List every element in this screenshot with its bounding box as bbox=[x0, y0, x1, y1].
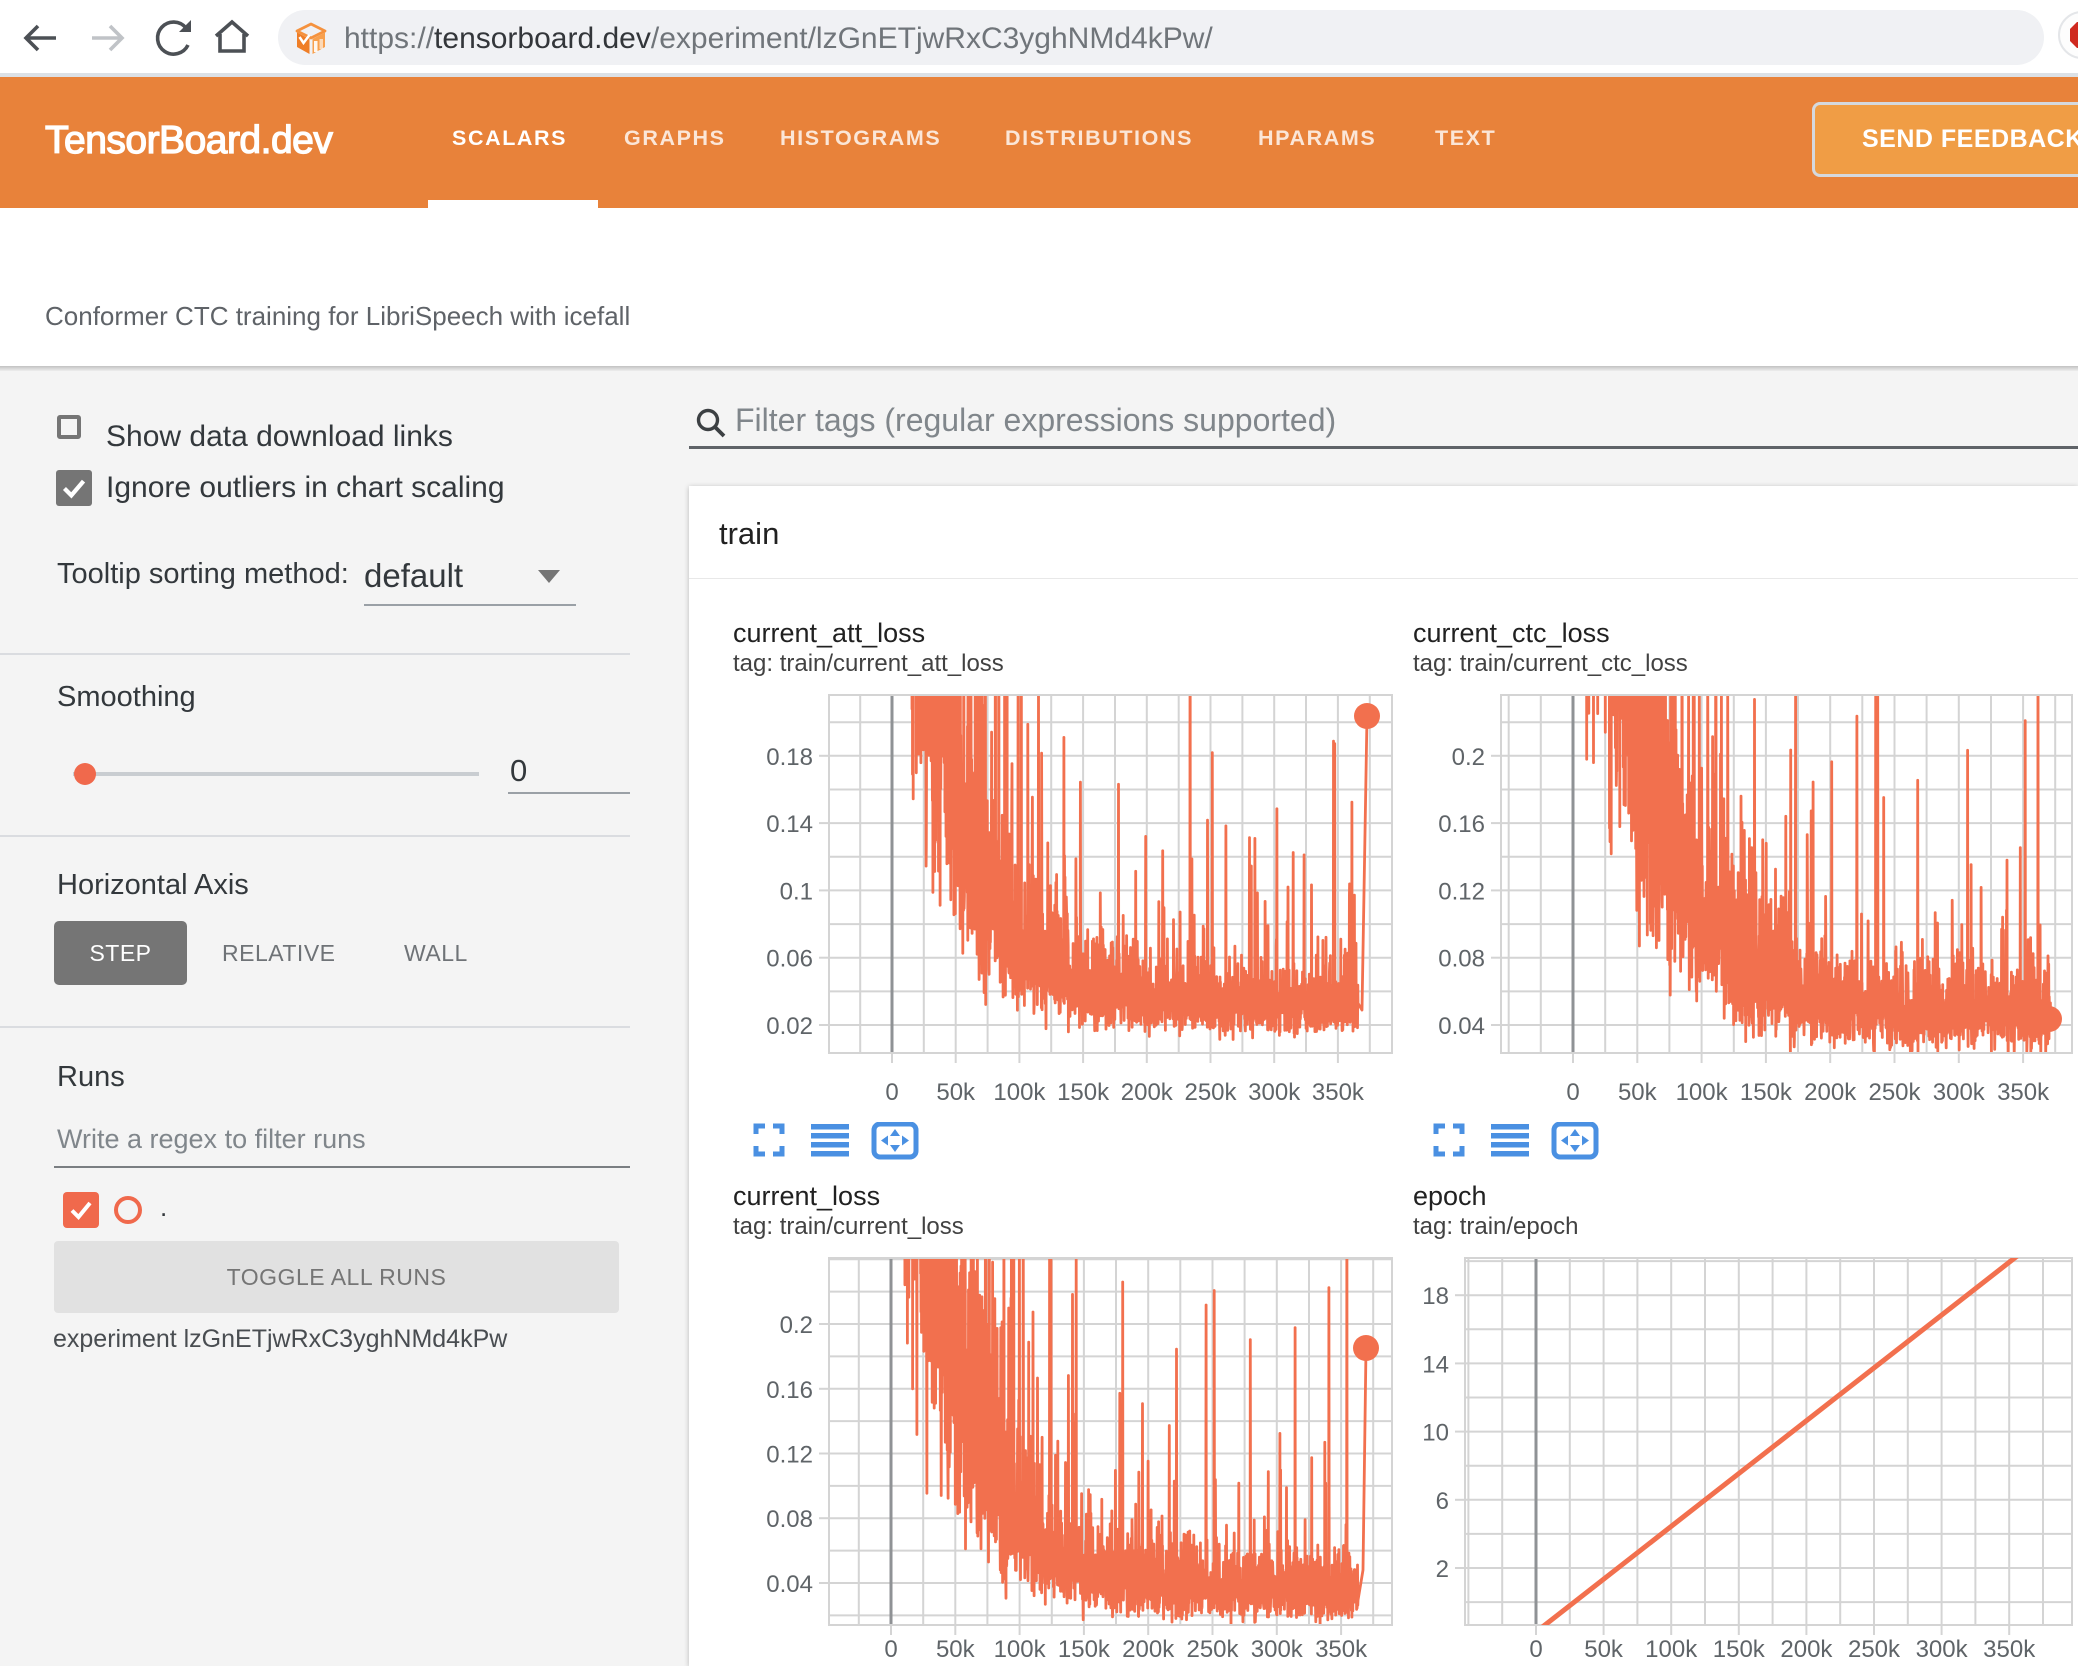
svg-text:200k: 200k bbox=[1121, 1079, 1174, 1106]
svg-text:300k: 300k bbox=[1916, 1636, 1969, 1663]
svg-text:0: 0 bbox=[1566, 1079, 1579, 1106]
svg-text:250k: 250k bbox=[1848, 1636, 1901, 1663]
svg-text:100k: 100k bbox=[994, 1636, 1047, 1663]
svg-text:0.1: 0.1 bbox=[780, 878, 813, 905]
svg-text:0.02: 0.02 bbox=[766, 1013, 813, 1040]
svg-text:0.04: 0.04 bbox=[766, 1571, 813, 1598]
svg-text:350k: 350k bbox=[1997, 1079, 2050, 1106]
svg-text:200k: 200k bbox=[1780, 1636, 1833, 1663]
svg-text:0.16: 0.16 bbox=[766, 1377, 813, 1404]
svg-text:14: 14 bbox=[1422, 1351, 1449, 1378]
svg-text:50k: 50k bbox=[936, 1079, 976, 1106]
svg-text:0.2: 0.2 bbox=[780, 1312, 813, 1339]
svg-text:250k: 250k bbox=[1184, 1079, 1237, 1106]
svg-text:0.12: 0.12 bbox=[766, 1442, 813, 1469]
svg-text:200k: 200k bbox=[1122, 1636, 1175, 1663]
svg-text:300k: 300k bbox=[1248, 1079, 1301, 1106]
svg-text:50k: 50k bbox=[1584, 1636, 1624, 1663]
svg-text:200k: 200k bbox=[1804, 1079, 1857, 1106]
svg-text:2: 2 bbox=[1436, 1556, 1449, 1583]
svg-text:50k: 50k bbox=[936, 1636, 976, 1663]
svg-text:0.04: 0.04 bbox=[1438, 1013, 1485, 1040]
svg-text:0.08: 0.08 bbox=[1438, 946, 1485, 973]
svg-text:300k: 300k bbox=[1251, 1636, 1304, 1663]
svg-text:0.2: 0.2 bbox=[1452, 744, 1485, 771]
svg-text:0.06: 0.06 bbox=[766, 946, 813, 973]
svg-text:350k: 350k bbox=[1312, 1079, 1365, 1106]
svg-text:10: 10 bbox=[1422, 1420, 1449, 1447]
svg-text:100k: 100k bbox=[1645, 1636, 1698, 1663]
svg-text:0.12: 0.12 bbox=[1438, 878, 1485, 905]
svg-text:100k: 100k bbox=[993, 1079, 1046, 1106]
svg-text:300k: 300k bbox=[1933, 1079, 1986, 1106]
svg-text:250k: 250k bbox=[1186, 1636, 1239, 1663]
svg-text:150k: 150k bbox=[1713, 1636, 1766, 1663]
svg-text:0: 0 bbox=[1529, 1636, 1542, 1663]
svg-text:250k: 250k bbox=[1868, 1079, 1921, 1106]
svg-text:0.16: 0.16 bbox=[1438, 811, 1485, 838]
svg-text:0.14: 0.14 bbox=[766, 811, 813, 838]
svg-text:0.18: 0.18 bbox=[766, 744, 813, 771]
svg-text:350k: 350k bbox=[1315, 1636, 1368, 1663]
svg-text:18: 18 bbox=[1422, 1283, 1449, 1310]
svg-text:6: 6 bbox=[1436, 1488, 1449, 1515]
svg-text:0: 0 bbox=[884, 1636, 897, 1663]
svg-text:350k: 350k bbox=[1983, 1636, 2036, 1663]
svg-text:0.08: 0.08 bbox=[766, 1506, 813, 1533]
svg-text:0: 0 bbox=[885, 1079, 898, 1106]
svg-text:50k: 50k bbox=[1618, 1079, 1658, 1106]
svg-text:150k: 150k bbox=[1740, 1079, 1793, 1106]
svg-text:100k: 100k bbox=[1676, 1079, 1729, 1106]
svg-text:150k: 150k bbox=[1057, 1079, 1110, 1106]
svg-text:150k: 150k bbox=[1058, 1636, 1111, 1663]
